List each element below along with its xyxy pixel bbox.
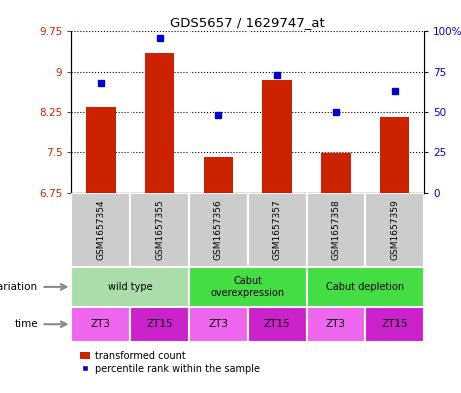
- Bar: [366, 193, 424, 267]
- Text: GSM1657357: GSM1657357: [272, 200, 282, 260]
- Bar: [189, 193, 248, 267]
- Bar: [71, 267, 189, 307]
- Bar: [86, 107, 116, 193]
- Text: ZT15: ZT15: [146, 319, 173, 329]
- Bar: [189, 307, 248, 342]
- Text: GSM1657359: GSM1657359: [390, 200, 399, 260]
- Bar: [145, 53, 174, 193]
- Bar: [248, 307, 307, 342]
- Text: Cabut depletion: Cabut depletion: [326, 282, 404, 292]
- Bar: [307, 307, 366, 342]
- Text: ZT3: ZT3: [208, 319, 228, 329]
- Text: GSM1657355: GSM1657355: [155, 200, 164, 260]
- Text: genotype/variation: genotype/variation: [0, 282, 38, 292]
- Text: GSM1657358: GSM1657358: [331, 200, 341, 260]
- Text: wild type: wild type: [108, 282, 153, 292]
- Bar: [71, 193, 130, 267]
- Text: ZT15: ZT15: [381, 319, 408, 329]
- Bar: [130, 193, 189, 267]
- Text: time: time: [14, 319, 38, 329]
- Title: GDS5657 / 1629747_at: GDS5657 / 1629747_at: [171, 16, 325, 29]
- Text: GSM1657354: GSM1657354: [96, 200, 106, 260]
- Bar: [248, 193, 307, 267]
- Bar: [189, 267, 307, 307]
- Bar: [307, 267, 424, 307]
- Bar: [71, 307, 130, 342]
- Legend: transformed count, percentile rank within the sample: transformed count, percentile rank withi…: [77, 347, 264, 377]
- Bar: [130, 307, 189, 342]
- Text: ZT15: ZT15: [264, 319, 290, 329]
- Text: Cabut
overexpression: Cabut overexpression: [211, 276, 285, 298]
- Text: ZT3: ZT3: [326, 319, 346, 329]
- Bar: [366, 307, 424, 342]
- Bar: [307, 193, 366, 267]
- Text: ZT3: ZT3: [91, 319, 111, 329]
- Bar: [321, 153, 351, 193]
- Bar: [380, 118, 409, 193]
- Bar: [262, 80, 292, 193]
- Text: GSM1657356: GSM1657356: [214, 200, 223, 260]
- Bar: [204, 156, 233, 193]
